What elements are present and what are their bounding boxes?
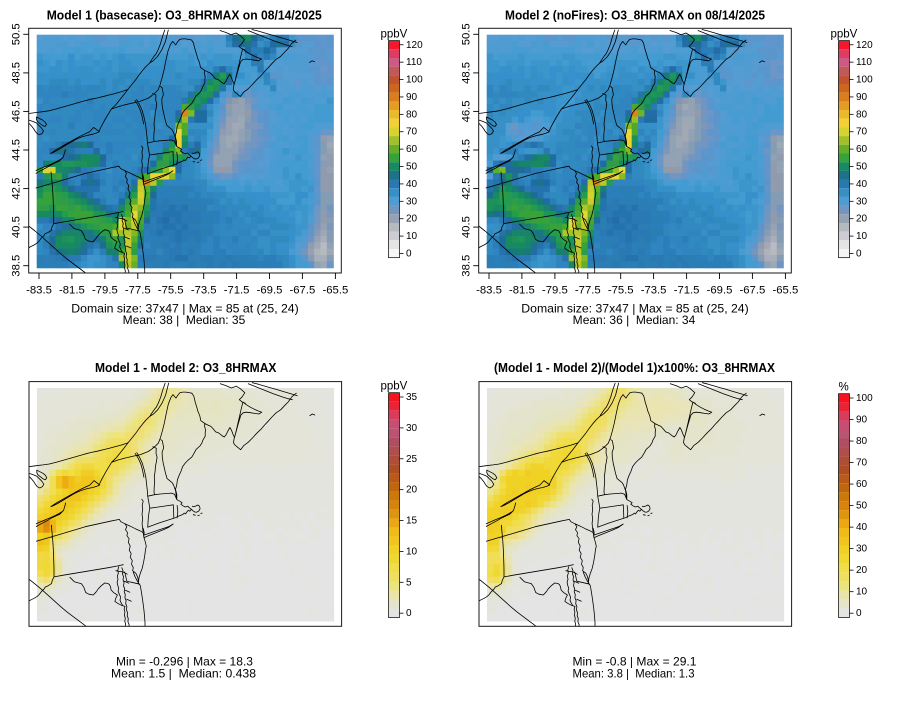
svg-text:110: 110	[856, 57, 872, 68]
svg-text:110: 110	[406, 57, 422, 68]
svg-text:46.5: 46.5	[11, 100, 23, 122]
svg-text:80: 80	[856, 109, 868, 120]
svg-text:Model 2 (noFires): O3_8HRMAX o: Model 2 (noFires): O3_8HRMAX on 08/14/20…	[505, 7, 765, 22]
svg-text:-71.5: -71.5	[224, 285, 250, 297]
svg-text:10: 10	[406, 231, 418, 242]
svg-text:-67.5: -67.5	[290, 285, 316, 297]
svg-text:60: 60	[406, 144, 418, 155]
svg-text:Mean: 3.8 | Median: 1.3: Mean: 3.8 | Median: 1.3	[573, 667, 695, 680]
svg-text:0: 0	[406, 249, 412, 260]
svg-text:100: 100	[406, 75, 423, 86]
svg-text:-71.5: -71.5	[674, 285, 700, 297]
svg-text:5: 5	[406, 577, 412, 588]
svg-text:50: 50	[406, 162, 418, 173]
svg-text:0: 0	[856, 249, 862, 260]
svg-text:40: 40	[856, 522, 868, 533]
svg-text:100: 100	[856, 393, 873, 404]
svg-text:38.5: 38.5	[461, 255, 473, 277]
svg-text:Mean: 38 | Median: 35: Mean: 38 | Median: 35	[123, 314, 246, 327]
svg-text:20: 20	[856, 565, 868, 576]
svg-text:70: 70	[856, 458, 868, 469]
svg-text:0: 0	[856, 608, 862, 619]
svg-text:-69.5: -69.5	[707, 285, 733, 297]
svg-text:-73.5: -73.5	[191, 285, 217, 297]
svg-text:40.5: 40.5	[11, 216, 23, 238]
svg-text:120: 120	[856, 40, 873, 51]
svg-text:60: 60	[856, 479, 868, 490]
svg-text:-79.5: -79.5	[542, 285, 568, 297]
svg-text:70: 70	[406, 127, 418, 138]
svg-text:35: 35	[406, 392, 418, 403]
svg-text:40: 40	[856, 179, 868, 190]
svg-text:60: 60	[856, 144, 868, 155]
svg-text:25: 25	[406, 454, 418, 465]
svg-text:-81.5: -81.5	[509, 285, 535, 297]
svg-text:Min = -0.8 | Max = 29.1: Min = -0.8 | Max = 29.1	[573, 656, 697, 669]
svg-text:40: 40	[406, 179, 418, 190]
svg-text:-79.5: -79.5	[92, 285, 118, 297]
svg-text:20: 20	[406, 485, 418, 496]
svg-text:38.5: 38.5	[11, 255, 23, 277]
svg-text:100: 100	[856, 75, 873, 86]
svg-text:ppbV: ppbV	[381, 28, 408, 40]
svg-text:80: 80	[856, 436, 868, 447]
svg-text:30: 30	[406, 196, 418, 207]
svg-text:48.5: 48.5	[11, 62, 23, 84]
svg-text:-75.5: -75.5	[158, 285, 184, 297]
svg-text:90: 90	[856, 92, 868, 103]
svg-text:90: 90	[856, 415, 868, 426]
svg-text:-75.5: -75.5	[608, 285, 634, 297]
svg-text:ppbV: ppbV	[831, 28, 858, 40]
svg-text:Model 1 - Model 2: O3_8HRMAX: Model 1 - Model 2: O3_8HRMAX	[95, 360, 277, 375]
svg-text:70: 70	[856, 127, 868, 138]
svg-text:10: 10	[856, 231, 868, 242]
svg-text:-73.5: -73.5	[641, 285, 667, 297]
svg-text:0: 0	[406, 608, 412, 619]
svg-text:10: 10	[406, 546, 418, 557]
svg-text:10: 10	[856, 587, 868, 598]
svg-text:50: 50	[856, 501, 868, 512]
svg-text:-83.5: -83.5	[26, 285, 52, 297]
svg-text:15: 15	[406, 516, 418, 527]
svg-text:Mean: 36 | Median: 34: Mean: 36 | Median: 34	[573, 314, 696, 327]
svg-text:30: 30	[406, 423, 418, 434]
svg-text:-77.5: -77.5	[125, 285, 151, 297]
svg-text:50: 50	[856, 162, 868, 173]
svg-text:Domain size: 37x47 | Max = 85: Domain size: 37x47 | Max = 85 at (25, 24…	[71, 302, 299, 315]
svg-text:ppbV: ppbV	[381, 381, 408, 393]
svg-text:20: 20	[856, 214, 868, 225]
svg-text:Mean: 1.5 | Median: 0.438: Mean: 1.5 | Median: 0.438	[111, 667, 256, 680]
svg-text:Model 1 (basecase): O3_8HRMAX: Model 1 (basecase): O3_8HRMAX on 08/14/2…	[47, 7, 322, 22]
svg-text:42.5: 42.5	[461, 178, 473, 200]
svg-text:46.5: 46.5	[461, 100, 473, 122]
svg-text:42.5: 42.5	[11, 178, 23, 200]
svg-text:-67.5: -67.5	[740, 285, 766, 297]
svg-text:50.5: 50.5	[11, 23, 23, 45]
svg-text:Domain size: 37x47 | Max = 85: Domain size: 37x47 | Max = 85 at (25, 24…	[521, 302, 749, 315]
svg-text:20: 20	[406, 214, 418, 225]
svg-text:40.5: 40.5	[461, 216, 473, 238]
svg-text:-65.5: -65.5	[773, 285, 799, 297]
svg-text:50.5: 50.5	[461, 23, 473, 45]
svg-text:30: 30	[856, 544, 868, 555]
svg-text:44.5: 44.5	[11, 139, 23, 161]
svg-text:(Model 1 - Model 2)/(Model 1)x: (Model 1 - Model 2)/(Model 1)x100%: O3_8…	[494, 360, 775, 375]
svg-text:-77.5: -77.5	[575, 285, 601, 297]
svg-text:90: 90	[406, 92, 418, 103]
svg-text:120: 120	[406, 40, 423, 51]
svg-text:-65.5: -65.5	[323, 285, 349, 297]
svg-text:%: %	[839, 382, 849, 394]
svg-text:30: 30	[856, 196, 868, 207]
svg-text:Min = -0.296 | Max = 18.3: Min = -0.296 | Max = 18.3	[116, 656, 253, 669]
svg-text:-83.5: -83.5	[476, 285, 502, 297]
svg-text:80: 80	[406, 109, 418, 120]
svg-text:-81.5: -81.5	[59, 285, 85, 297]
svg-text:44.5: 44.5	[461, 139, 473, 161]
svg-text:-69.5: -69.5	[257, 285, 283, 297]
svg-text:48.5: 48.5	[461, 62, 473, 84]
